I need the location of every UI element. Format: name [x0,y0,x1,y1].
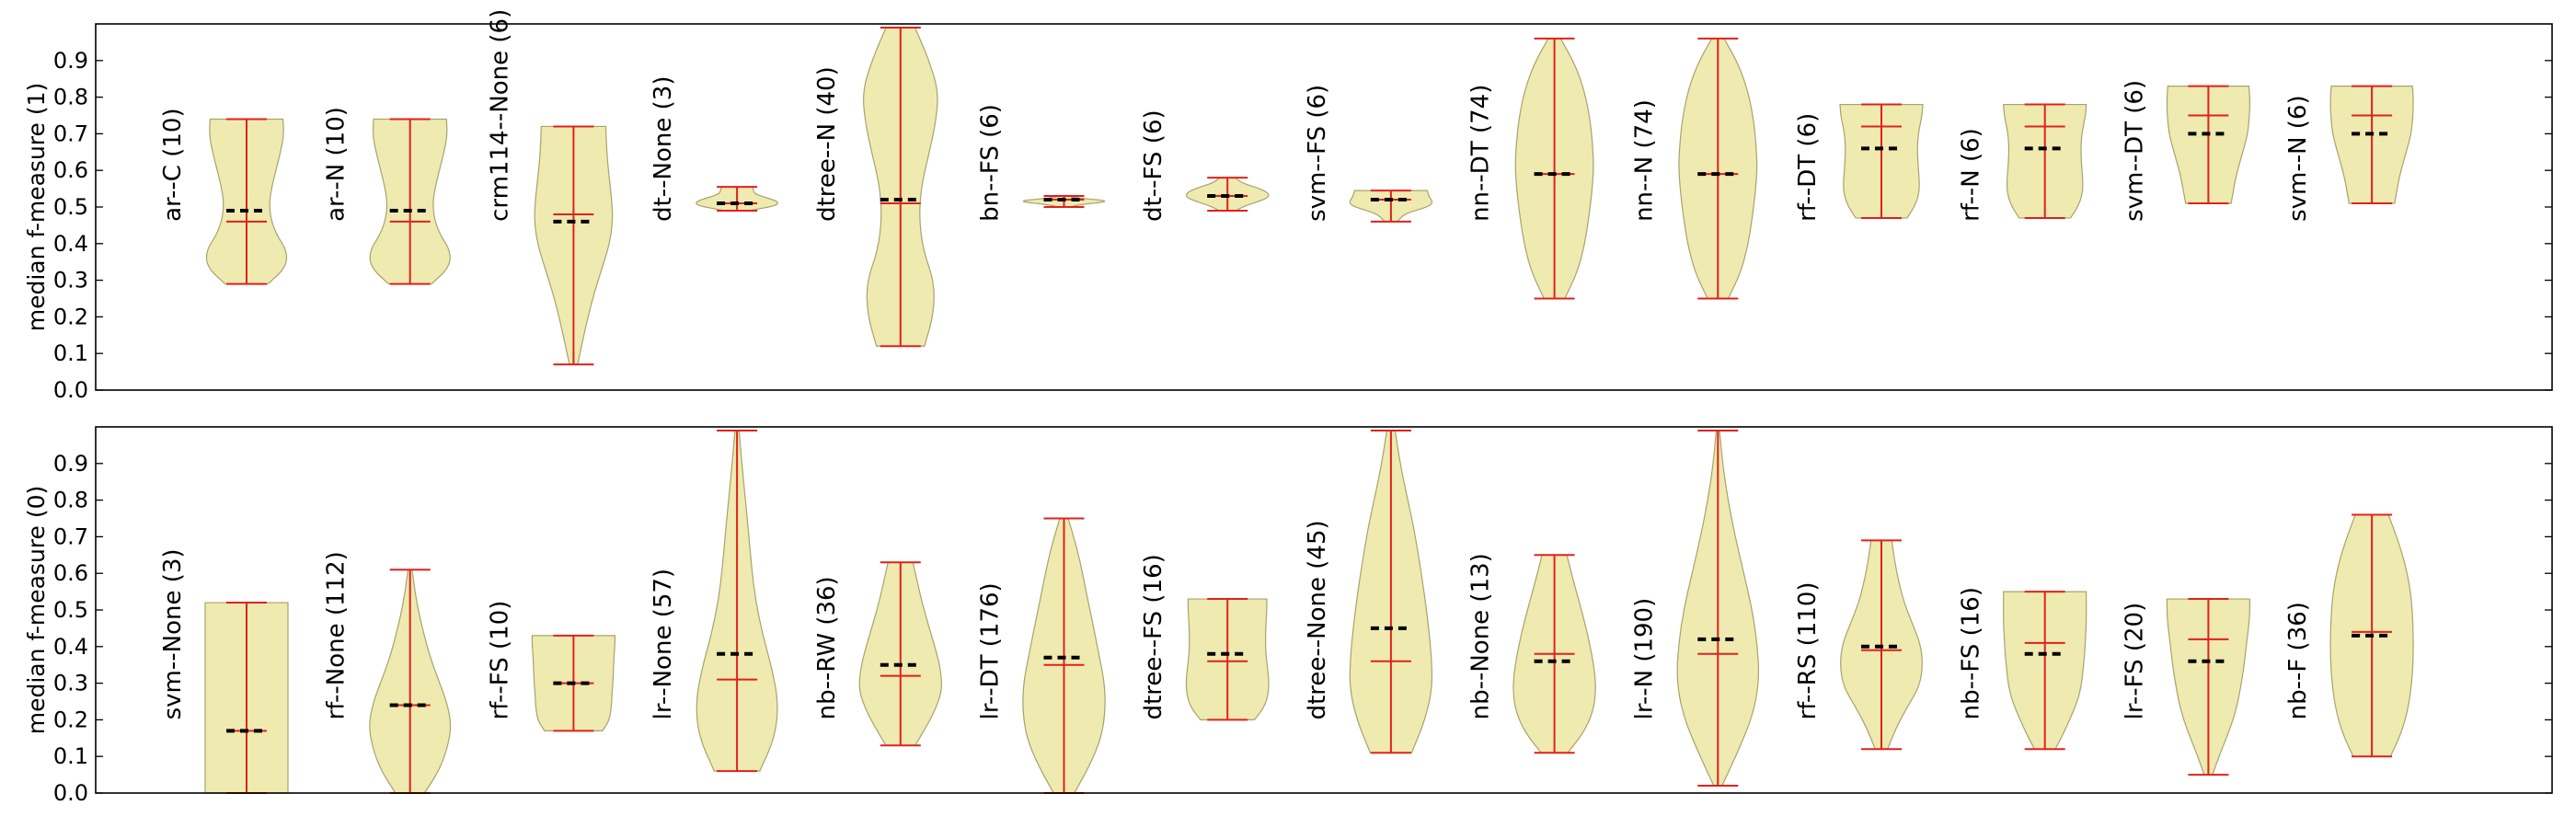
y-tick-label: 0.2 [53,707,88,732]
violin: nb--None (13) [1467,553,1596,753]
y-tick-label: 0.3 [53,671,88,696]
violin: lr--N (190) [1630,431,1758,786]
violin-label: dtree--None (45) [1304,520,1331,719]
violin: rf--None (112) [323,551,451,793]
violin-label: dt--None (3) [650,76,677,222]
violin-label: dtree--FS (16) [1140,554,1167,719]
violin: ar--N (10) [323,107,450,283]
violin: svm--DT (6) [2121,80,2249,222]
y-tick-label: 0.0 [53,377,88,403]
y-tick-label: 0.5 [53,194,88,220]
y-tick-label: 0.1 [53,340,88,366]
violin: svm--None (3) [159,548,288,793]
y-tick-label: 0.7 [53,523,88,549]
violin-label: nb--FS (16) [1958,587,1985,719]
violin-label: svm--None (3) [159,548,187,719]
y-tick-label: 0.9 [53,451,88,477]
violin: lr--FS (20) [2121,599,2249,775]
violin: bn--FS (6) [977,104,1105,222]
violin-label: svm--N (6) [2284,95,2312,222]
violin-label: dt--FS (6) [1140,109,1167,222]
violin: nb--F (36) [2284,515,2413,757]
violin: dtree--FS (16) [1140,554,1269,719]
violin-label: ar--N (10) [323,107,351,222]
violin: nn--N (74) [1630,39,1756,299]
y-tick-label: 0.5 [53,597,88,623]
violin-label: bn--FS (6) [977,104,1005,222]
violin-label: nb--F (36) [2284,602,2312,719]
violin-label: nb--None (13) [1467,553,1495,719]
violin: nn--DT (74) [1467,39,1593,299]
y-tick-label: 0.8 [53,85,88,110]
violin-label: lr--DT (176) [977,582,1005,719]
y-tick-label: 0.9 [53,48,88,74]
violin-label: nn--N (74) [1630,99,1658,222]
y-tick-label: 0.0 [53,780,88,806]
violin-label: svm--DT (6) [2121,80,2148,222]
top-y-axis-label: median f-measure (1) [23,83,50,332]
bottom-panel: svm--None (3) rf--None (112) rf--FS (10) lr… [23,427,2552,806]
violin-label: svm--FS (6) [1304,85,1331,222]
violin-label: nb--RW (36) [813,576,841,719]
y-tick-label: 0.4 [53,634,88,660]
violin: ar--C (10) [159,108,286,283]
violin-label: lr--FS (20) [2121,603,2148,720]
y-tick-label: 0.6 [53,157,88,183]
y-tick-label: 0.4 [53,231,88,257]
y-tick-label: 0.8 [53,488,88,513]
violin: rf--FS (10) [486,601,615,731]
bottom-y-axis-label: median f-measure (0) [23,486,50,735]
violin: lr--DT (176) [977,519,1106,794]
violin-label: ar--C (10) [159,108,187,222]
y-tick-label: 0.7 [53,121,88,146]
violin: lr--None (57) [650,431,777,771]
violin-label: crm114--None (6) [486,9,513,222]
y-tick-label: 0.2 [53,304,88,329]
violin: dt--None (3) [650,76,777,222]
violin-label: rf--FS (10) [486,601,513,720]
y-tick-label: 0.3 [53,268,88,293]
violin-label: lr--N (190) [1630,598,1658,720]
y-tick-label: 0.1 [53,743,88,769]
violin: svm--FS (6) [1304,85,1432,222]
violin: rf--RS (110) [1794,540,1922,749]
violin: dt--FS (6) [1140,109,1269,222]
violin-label: nn--DT (74) [1467,85,1495,222]
violin-label: rf--N (6) [1958,128,1985,222]
violin-label: lr--None (57) [650,569,677,719]
violin: dtree--N (40) [813,28,937,346]
violin: nb--RW (36) [813,562,942,745]
violin: svm--N (6) [2284,86,2413,222]
top-panel: ar--C (10) ar--N (10) crm114--None (6) dt--… [23,9,2552,403]
violin-label: rf--None (112) [323,551,351,719]
violin-label: dtree--N (40) [813,66,841,222]
violin-label: rf--DT (6) [1794,113,1822,222]
violin-label: rf--RS (110) [1794,581,1822,719]
violin: rf--DT (6) [1794,105,1923,222]
violin: crm114--None (6) [486,9,612,364]
violin: rf--N (6) [1958,105,2087,222]
violin: dtree--None (45) [1304,431,1432,753]
y-tick-label: 0.6 [53,560,88,586]
violin: nb--FS (16) [1958,587,2087,749]
